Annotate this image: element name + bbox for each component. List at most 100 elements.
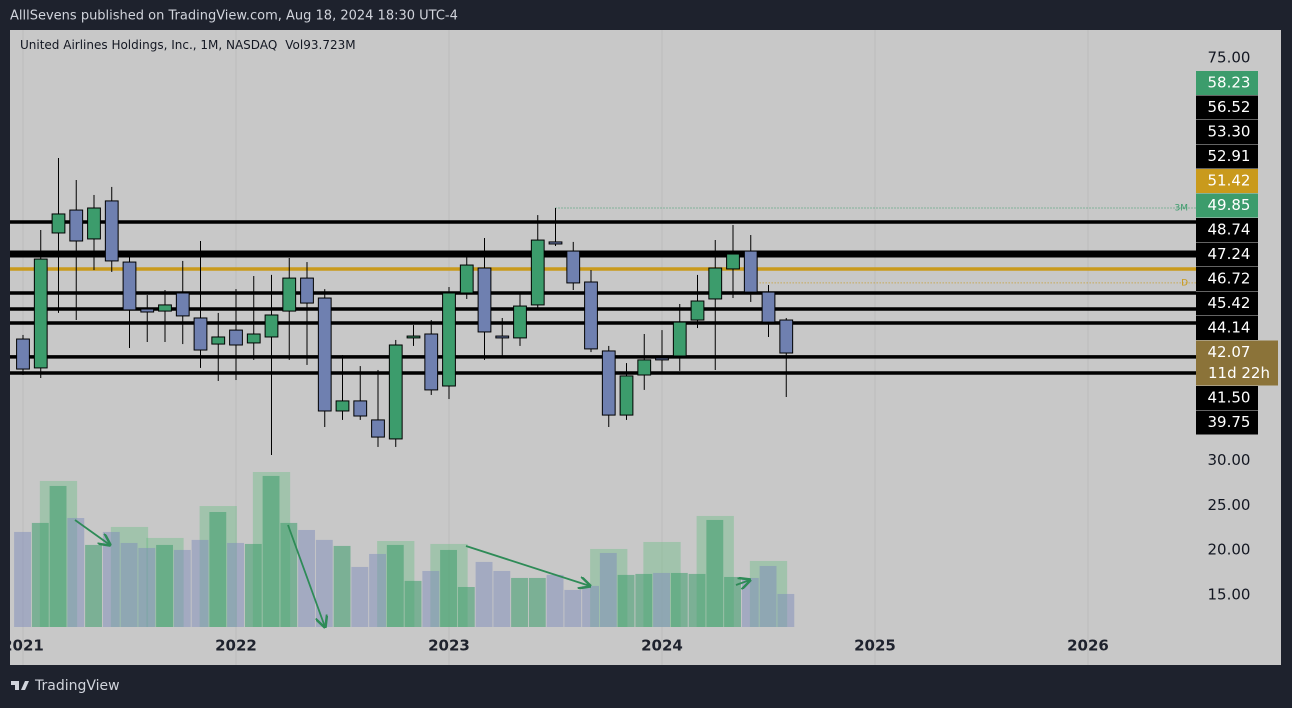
volume-bar [564,589,582,627]
volume-bar [120,542,138,627]
volume-bar [546,574,564,627]
candle-body [584,281,598,350]
volume-label: Vol [285,38,303,52]
volume-bar [582,585,599,627]
volume-bar [493,570,511,627]
x-tick-label: 2026 [1067,637,1109,655]
x-tick-label: 2022 [215,637,257,655]
price-label: 46.72 [1208,270,1251,288]
volume-bar [138,547,156,627]
candle-body [743,250,758,293]
x-tick-label: 2021 [2,637,44,655]
brand: TradingView [34,678,120,694]
candle-body [211,336,226,345]
price-label-box [1196,340,1278,386]
candle-body [779,319,794,354]
price-label: 52.91 [1208,147,1251,165]
volume-bar [528,577,546,627]
price-label-box [1196,71,1258,95]
volume-bar [475,561,493,627]
price-label-box [1196,291,1258,316]
price-label: 39.75 [1208,413,1251,431]
arrow [465,545,590,586]
candle-body [51,213,66,234]
volume-bar [49,485,67,627]
arrow [287,524,325,627]
x-tick-label: 2024 [641,637,683,655]
candle-body [513,305,527,339]
volume-bar [599,552,617,627]
price-label: 44.14 [1208,319,1251,337]
symbol-legend: United Airlines Holdings, Inc., 1M, NASD… [20,38,356,52]
volume-bar [262,475,280,627]
price-label: 48.74 [1208,221,1251,239]
price-label-box [1196,169,1258,193]
volume-bar [280,522,298,627]
price-label-box [1196,267,1258,291]
volume-bar [156,544,173,627]
volume-bar [724,576,741,627]
price-label-box [1196,386,1258,410]
candle-body [335,400,350,412]
volume-bar [617,574,635,627]
dotted-line-label: 3M [1175,204,1189,214]
volume-value: 93.723M [303,38,355,52]
y2-tick-label: 75.00 [1208,49,1251,67]
arrow [74,519,110,545]
volume-bar [759,565,777,627]
candle-body [282,277,297,312]
volume-bar [688,573,706,627]
candle-body [317,297,332,412]
annotation-arrows [74,519,750,627]
candle-body [246,333,261,344]
y2-tick-label: 25.00 [1208,496,1251,514]
volume-bar [741,577,759,627]
volume-bar [653,572,670,627]
volume-bar [351,566,369,627]
price-label-box [1196,193,1258,218]
candle-body [353,400,368,417]
candle-body [726,253,740,270]
volume-bar [457,586,475,627]
price-label: 53.30 [1208,123,1251,141]
price-label-box [1196,95,1258,120]
candle-body [193,317,208,351]
price-label: 45.42 [1208,294,1251,312]
price-label-box [1196,242,1258,267]
volume-bar [227,542,244,627]
volume-bar [706,519,724,627]
candle-body [87,207,101,240]
footer-logo: TradingView [11,678,120,694]
volume-bar [85,544,102,627]
price-label-box [1196,144,1258,169]
candle-body [637,359,652,376]
volume-bar [333,545,351,627]
candle-body [122,261,137,311]
price-label: 49.85 [1208,196,1251,214]
price-label: 42.07 [1208,343,1251,361]
candle-body [424,333,439,391]
candle-body [655,357,669,361]
candle-body [264,314,279,338]
price-label: 56.52 [1208,98,1251,116]
volume-bar [369,553,386,627]
volume-bar [511,577,528,627]
volume-bar [244,543,262,627]
candle-body [459,264,474,294]
candle-body [708,267,723,300]
candle-body [104,200,119,262]
volume-bar [386,544,404,627]
volume-bar [191,539,209,627]
publish-info: AlllSevens published on TradingView.com,… [10,9,458,24]
candle-body [672,321,687,357]
candle-body [371,419,385,438]
price-label-box [1196,410,1258,435]
volume-bar [14,531,31,627]
candle-body [601,350,616,416]
y2-tick-label: 20.00 [1208,541,1251,559]
candle-body [761,291,776,323]
x-tick-label: 2025 [854,637,896,655]
candle-body [548,241,563,245]
